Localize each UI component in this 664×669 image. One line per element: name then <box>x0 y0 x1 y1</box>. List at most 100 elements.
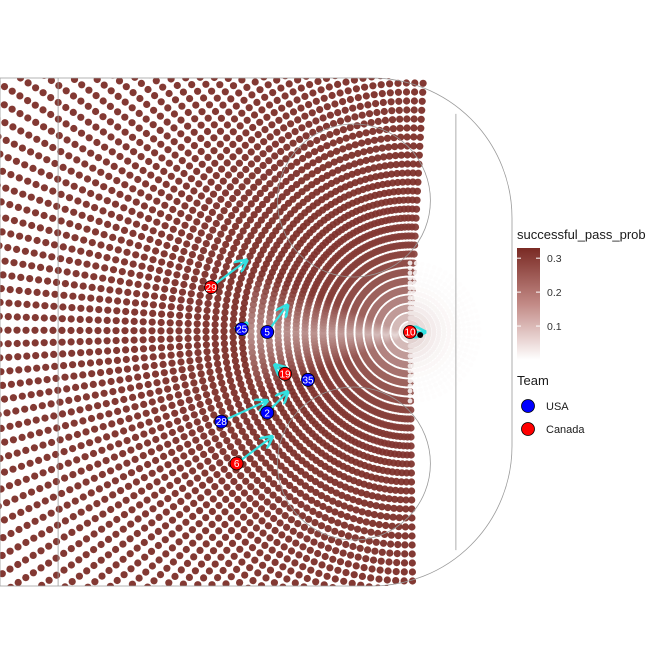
probability-point <box>163 565 170 572</box>
probability-point <box>446 285 451 290</box>
probability-point <box>122 587 129 594</box>
probability-point <box>264 554 271 561</box>
probability-point <box>224 159 231 166</box>
probability-point <box>417 383 422 388</box>
probability-point <box>23 353 30 360</box>
probability-point <box>94 461 101 468</box>
probability-point <box>181 202 188 209</box>
probability-point <box>122 346 129 353</box>
probability-point <box>413 271 418 276</box>
probability-point <box>85 404 92 411</box>
probability-point <box>248 91 255 98</box>
probability-point <box>368 73 375 80</box>
probability-point <box>271 109 278 116</box>
probability-point <box>223 484 230 491</box>
probability-point <box>168 75 175 82</box>
probability-point <box>172 152 179 159</box>
probability-point <box>125 68 132 75</box>
probability-point <box>180 170 187 177</box>
probability-point <box>395 523 402 530</box>
probability-point <box>461 322 466 327</box>
probability-point <box>222 580 229 587</box>
probability-point <box>244 178 251 185</box>
probability-point <box>309 89 316 96</box>
probability-point <box>127 384 134 391</box>
probability-point <box>140 345 147 352</box>
probability-point <box>92 108 99 115</box>
probability-point <box>35 377 42 384</box>
probability-point <box>369 82 376 89</box>
probability-point <box>272 141 279 148</box>
probability-point <box>273 539 280 546</box>
probability-point <box>462 373 467 378</box>
probability-point <box>413 393 418 398</box>
probability-point <box>209 464 216 471</box>
probability-point <box>150 107 157 114</box>
probability-point <box>430 270 435 275</box>
probability-point <box>189 526 196 533</box>
probability-point <box>256 549 263 556</box>
probability-point <box>420 80 427 87</box>
probability-point <box>37 547 44 554</box>
probability-point <box>70 373 77 380</box>
probability-point <box>149 256 156 263</box>
probability-point <box>138 80 145 87</box>
probability-point <box>186 397 193 404</box>
probability-point <box>127 447 134 454</box>
probability-point <box>157 113 164 120</box>
probability-point <box>261 94 268 101</box>
probability-point <box>180 452 187 459</box>
probability-point <box>357 103 364 110</box>
probability-point <box>14 543 21 550</box>
probability-point <box>86 504 93 511</box>
probability-point <box>126 239 133 246</box>
probability-point <box>450 296 455 301</box>
probability-point <box>380 99 387 106</box>
probability-point <box>42 497 49 504</box>
probability-point <box>349 133 356 140</box>
probability-point <box>185 350 192 357</box>
probability-point <box>94 402 101 409</box>
probability-point <box>89 165 96 172</box>
probability-point <box>134 530 141 537</box>
probability-point <box>194 313 201 320</box>
probability-point <box>68 304 75 311</box>
probability-point <box>191 129 198 136</box>
probability-point <box>408 276 413 281</box>
probability-point <box>193 168 200 175</box>
probability-point <box>91 426 98 433</box>
probability-point <box>230 128 237 135</box>
probability-point <box>107 133 114 140</box>
probability-point <box>377 512 384 519</box>
probability-point <box>51 291 58 298</box>
probability-point <box>321 581 328 588</box>
player-number-label: 19 <box>279 369 291 380</box>
probability-point <box>1 516 8 523</box>
probability-point <box>217 196 224 203</box>
probability-point <box>433 383 438 388</box>
probability-point <box>192 455 199 462</box>
probability-point <box>186 480 193 487</box>
probability-point <box>200 173 207 180</box>
probability-point <box>114 577 121 584</box>
probability-point <box>372 100 379 107</box>
probability-point <box>69 471 76 478</box>
probability-point <box>177 465 184 472</box>
probability-point <box>340 578 347 585</box>
probability-point <box>51 363 58 370</box>
probability-point <box>129 104 136 111</box>
probability-point <box>107 467 114 474</box>
probability-point <box>158 259 165 266</box>
probability-point <box>37 564 44 571</box>
probability-point <box>254 477 261 484</box>
probability-point <box>373 539 380 546</box>
probability-point <box>163 242 170 249</box>
probability-point <box>101 82 108 89</box>
probability-point <box>65 152 72 159</box>
probability-point <box>178 296 185 303</box>
probability-point <box>189 251 196 258</box>
probability-point <box>62 206 69 213</box>
probability-point <box>107 118 114 125</box>
probability-point <box>92 392 99 399</box>
probability-point <box>329 556 336 563</box>
